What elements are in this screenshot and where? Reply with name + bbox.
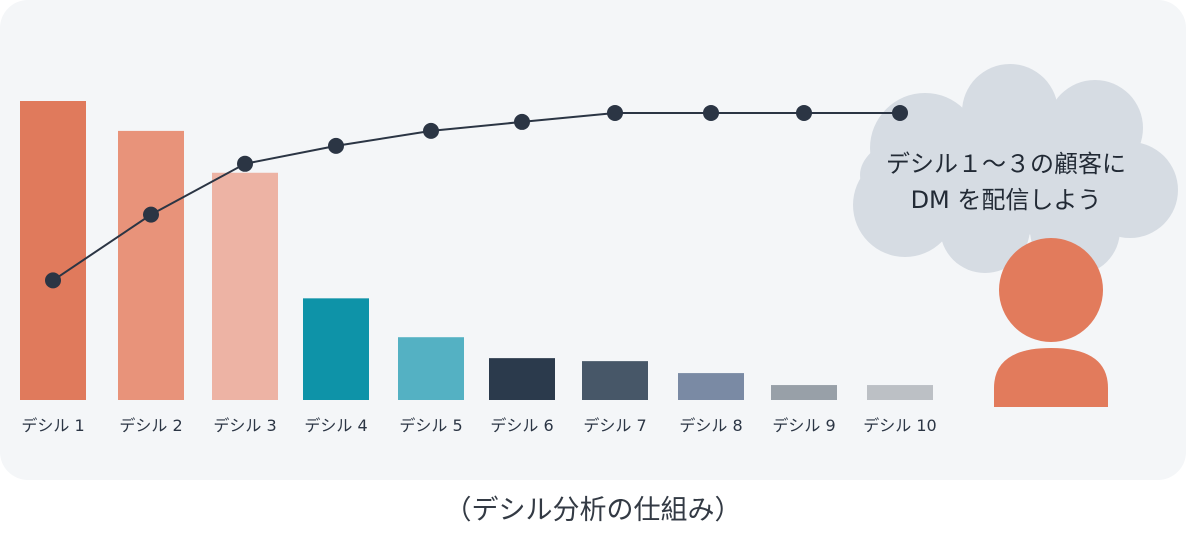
bar-decile-3 (212, 172, 278, 400)
category-label-7: デシル 7 (583, 416, 647, 435)
cumulative-line (52, 111, 900, 282)
line-point-6 (514, 113, 530, 130)
speech-bubble-line-2: DM を配信しよう (910, 186, 1102, 214)
bar-decile-4 (303, 298, 369, 400)
category-label-4: デシル 4 (304, 416, 368, 435)
line-point-5 (423, 122, 439, 139)
category-label-9: デシル 9 (772, 416, 836, 435)
line-point-2 (143, 206, 159, 223)
category-label-10: デシル 10 (863, 416, 937, 435)
line-point-8 (703, 104, 719, 121)
line-point-9 (796, 104, 812, 121)
thought-bubble (853, 64, 1178, 275)
category-label-3: デシル 3 (213, 416, 277, 435)
bar-decile-8 (678, 373, 744, 400)
bar-decile-10 (867, 385, 933, 400)
line-point-1 (45, 272, 61, 289)
decile-chart (20, 64, 1178, 407)
line-point-3 (237, 155, 253, 172)
bar-decile-5 (398, 337, 464, 400)
figure-caption: （デシル分析の仕組み） (444, 495, 742, 526)
bar-decile-7 (582, 361, 648, 400)
category-label-8: デシル 8 (679, 416, 743, 435)
bar-decile-9 (771, 385, 837, 400)
category-label-5: デシル 5 (399, 416, 463, 435)
bar-decile-6 (489, 358, 555, 400)
line-point-7 (607, 104, 623, 121)
line-point-4 (328, 137, 344, 154)
speech-bubble-text: デシル１～３の顧客に DM を配信しよう (850, 146, 1162, 218)
bar-decile-2 (118, 130, 184, 400)
category-label-1: デシル 1 (21, 416, 85, 435)
category-label-2: デシル 2 (119, 416, 183, 435)
category-label-6: デシル 6 (490, 416, 554, 435)
bar-decile-1 (20, 101, 86, 400)
line-point-10 (892, 104, 908, 121)
person-icon (994, 238, 1108, 407)
speech-bubble-line-1: デシル１～３の顧客に (886, 150, 1126, 178)
